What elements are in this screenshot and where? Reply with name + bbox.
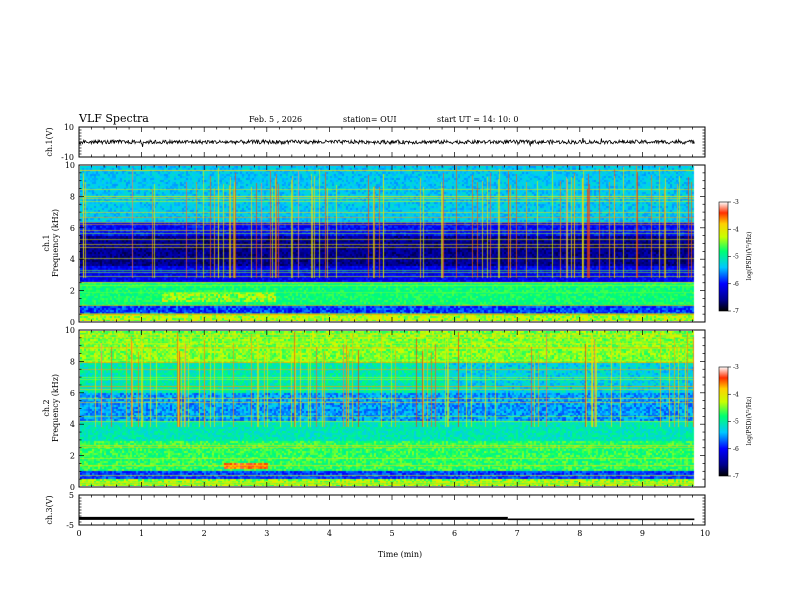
spec1-ytick-label: 6	[70, 224, 75, 233]
ch3-ylabel: ch.3(V)	[45, 495, 54, 524]
x-tick-label: 8	[577, 529, 582, 538]
ch1-spec-ylabel: Frequency (kHz)	[51, 209, 60, 277]
date-label: Feb. 5 , 2026	[249, 115, 302, 124]
colorbar-tick-label: -3	[733, 199, 739, 206]
spec1-ytick-label: 8	[70, 192, 75, 201]
spec2-ytick-label: 10	[65, 326, 75, 335]
spec2-ytick-label: 4	[70, 420, 75, 429]
colorbar-tick-label: -7	[733, 308, 739, 315]
chart-marks: 0 2 4 6 8 10 -3 -4 -5 -6 -7 0 2 4 6 8 10 -3 -4 -5 -6 -7 0 1 2 3 4 5…	[65, 126, 739, 538]
colorbar-tick-label: -7	[733, 473, 739, 480]
spec1-ytick-label: 10	[65, 161, 75, 170]
start-time-label: start UT = 14: 10: 0	[437, 115, 518, 124]
x-tick-label: 10	[700, 529, 710, 538]
colorbar-tick-label: -5	[733, 254, 739, 261]
colorbar-tick-label: -6	[733, 281, 739, 288]
colorbar-tick-label: -5	[733, 419, 739, 426]
x-tick-label: 2	[202, 529, 207, 538]
x-tick-label: 1	[139, 529, 144, 538]
spec1-ytick-label: 0	[70, 318, 75, 327]
colorbar-tick-label: -6	[733, 446, 739, 453]
x-tick-label: 9	[640, 529, 645, 538]
panel-3-ticks	[78, 494, 706, 526]
ch1-colorbar-label: log(PSD)(V²/Hz)	[746, 232, 753, 281]
panel-1-ticks	[78, 164, 706, 323]
ch1-ytick-top: 10	[64, 123, 74, 132]
x-tick-label: 3	[264, 529, 269, 538]
spec1-ytick-label: 4	[70, 255, 75, 264]
spec2-ytick-label: 2	[70, 452, 75, 461]
ch2-colorbar-gradient	[718, 366, 729, 477]
ch3-ytick-top: 5	[69, 491, 74, 500]
ch1-ylabel: ch.1(V)	[45, 127, 54, 156]
colorbar-tick-label: -3	[733, 364, 739, 371]
ch1-spectrogram-image	[80, 166, 704, 321]
spec1-ytick-label: 2	[70, 287, 75, 296]
figure-title: VLF Spectra	[78, 112, 149, 125]
station-label: station= OUI	[343, 115, 397, 124]
panel-2-ticks	[78, 329, 706, 488]
spec2-ytick-label: 6	[70, 389, 75, 398]
spec2-ytick-label: 8	[70, 357, 75, 366]
ch1-colorbar-gradient	[718, 201, 729, 312]
x-tick-label: 4	[327, 529, 332, 538]
colorbar-tick-label: -4	[733, 226, 739, 233]
ch3-ytick-bottom: -5	[66, 521, 74, 530]
ch3-waveform-panel: 5 -5 ch.3(V) Time (min)	[45, 491, 706, 559]
x-tick-label: 5	[389, 529, 394, 538]
spec2-ytick-label: 0	[70, 483, 75, 492]
x-tick-label: 0	[76, 529, 81, 538]
ch1-spectrogram-canvas	[80, 166, 704, 321]
x-tick-label: 6	[452, 529, 457, 538]
ch2-spectrogram-image	[80, 331, 704, 486]
ch2-spectrogram-canvas	[80, 331, 704, 486]
colorbar-tick-label: -4	[733, 391, 739, 398]
ch2-spec-ylabel-top: ch.2	[42, 399, 51, 416]
x-axis-label: Time (min)	[378, 550, 422, 559]
ch2-spec-ylabel: Frequency (kHz)	[51, 374, 60, 442]
panel-0-ticks	[78, 126, 706, 158]
ch2-colorbar-label: log(PSD)(V²/Hz)	[746, 397, 753, 446]
x-tick-label: 7	[515, 529, 520, 538]
ch1-waveform-panel: 10 -10 ch.1(V)	[45, 123, 706, 162]
ch1-ytick-bottom: -10	[61, 153, 74, 162]
ch1-waveform-trace	[78, 138, 695, 148]
ch1-spec-ylabel-top: ch.1	[42, 234, 51, 251]
